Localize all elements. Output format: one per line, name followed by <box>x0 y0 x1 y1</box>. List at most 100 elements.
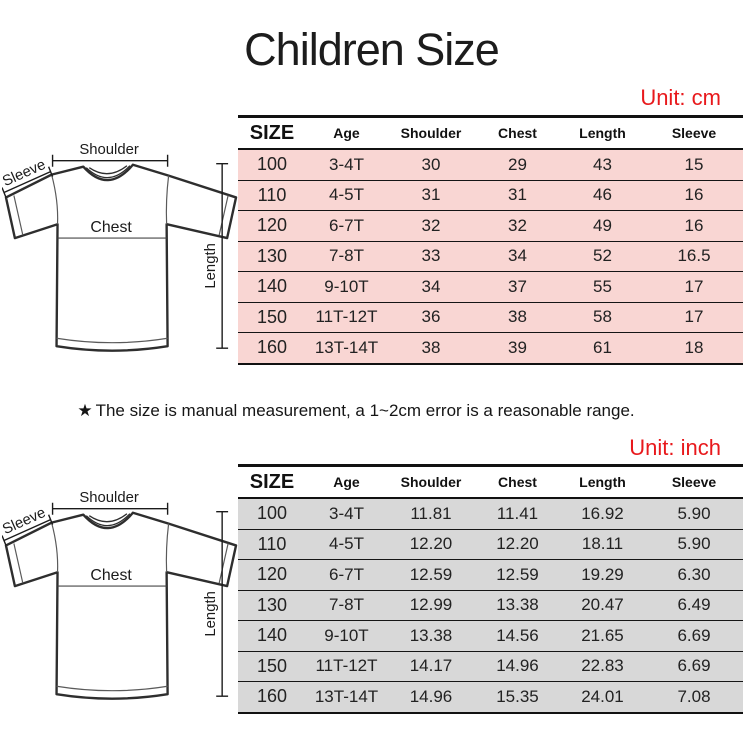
tshirt-measurement-diagram-cm: Shoulder Sleeve Chest Length <box>2 142 238 352</box>
table-cell: 13.38 <box>475 589 560 621</box>
column-header-chest: Chest <box>475 116 560 150</box>
table-cell: 6.69 <box>645 620 743 651</box>
table-cell: 150 <box>238 301 306 333</box>
length-measure-line <box>216 511 229 697</box>
page-title: Children Size <box>244 24 500 75</box>
table-cell: 7.08 <box>645 681 743 713</box>
table-cell: 32 <box>475 210 560 241</box>
table-cell: 36 <box>387 301 475 333</box>
shoulder-label: Shoulder <box>79 490 139 506</box>
unit-label-cm: Unit: cm <box>640 85 721 110</box>
table-cell: 16.5 <box>645 240 743 272</box>
left-sleeve-seam <box>51 174 59 225</box>
table-row: 160 13T-14T 38 39 61 18 <box>238 332 743 364</box>
right-sleeve-seam <box>165 175 170 225</box>
left-cuff-seam <box>13 543 24 584</box>
tshirt-measurement-diagram-inch: Shoulder Sleeve Chest Length <box>2 490 238 700</box>
tshirt-outline <box>4 163 238 352</box>
table-row: 110 4-5T 31 31 46 16 <box>238 179 743 211</box>
column-header-size: SIZE <box>238 116 306 150</box>
table-cell: 14.17 <box>387 650 475 682</box>
length-label: Length <box>203 591 219 636</box>
table-cell: 19.29 <box>560 559 645 590</box>
shoulder-label: Shoulder <box>79 142 139 158</box>
table-cell: 32 <box>387 210 475 241</box>
table-row: 100 3-4T 30 29 43 15 <box>238 148 743 180</box>
table-cell: 150 <box>238 650 306 682</box>
column-header-length: Length <box>560 116 645 150</box>
table-row: 160 13T-14T 14.96 15.35 24.01 7.08 <box>238 681 743 713</box>
shoulder-measure-line <box>51 154 169 167</box>
table-cell: 16 <box>645 210 743 241</box>
table-cell: 130 <box>238 240 306 272</box>
table-row: 150 11T-12T 14.17 14.96 22.83 6.69 <box>238 650 743 682</box>
table-cell: 11.81 <box>387 497 475 529</box>
table-row: 130 7-8T 12.99 13.38 20.47 6.49 <box>238 589 743 621</box>
header-row: SIZE Age Shoulder Chest Length Sleeve <box>238 116 743 150</box>
measurement-note: ★ The size is manual measurement, a 1~2cm… <box>0 401 712 421</box>
table-cell: 39 <box>475 332 560 364</box>
shoulder-measure-line <box>51 502 169 515</box>
table-cell: 30 <box>387 148 475 180</box>
table-cell: 12.20 <box>387 528 475 560</box>
column-header-chest: Chest <box>475 465 560 499</box>
hem-seam <box>56 685 168 692</box>
table-cell: 13T-14T <box>306 332 387 364</box>
table-cell: 160 <box>238 681 306 713</box>
length-measure-line <box>216 163 229 349</box>
table-cell: 29 <box>475 148 560 180</box>
table-cell: 11T-12T <box>306 650 387 682</box>
column-header-sleeve: Sleeve <box>645 465 743 499</box>
table-cell: 17 <box>645 271 743 302</box>
table-cell: 6-7T <box>306 559 387 590</box>
table-cell: 37 <box>475 271 560 302</box>
table-cell: 12.59 <box>475 559 560 590</box>
header-row: SIZE Age Shoulder Chest Length Sleeve <box>238 465 743 499</box>
table-cell: 4-5T <box>306 179 387 211</box>
table-cell: 110 <box>238 528 306 560</box>
chest-label: Chest <box>90 219 132 236</box>
column-header-length: Length <box>560 465 645 499</box>
table-cell: 120 <box>238 210 306 241</box>
collar-seam <box>88 165 128 175</box>
table-cell: 6.30 <box>645 559 743 590</box>
table-cell: 14.96 <box>475 650 560 682</box>
table-cell: 6.49 <box>645 589 743 621</box>
table-cell: 61 <box>560 332 645 364</box>
table-cell: 13T-14T <box>306 681 387 713</box>
right-cuff-seam <box>218 195 229 236</box>
length-label: Length <box>203 243 219 288</box>
table-cell: 4-5T <box>306 528 387 560</box>
table-cell: 140 <box>238 620 306 651</box>
table-cell: 15 <box>645 148 743 180</box>
table-row: 120 6-7T 12.59 12.59 19.29 6.30 <box>238 559 743 590</box>
table-cell: 18.11 <box>560 528 645 560</box>
table-cell: 22.83 <box>560 650 645 682</box>
left-cuff-seam <box>13 195 24 236</box>
table-cell: 100 <box>238 497 306 529</box>
table-cell: 5.90 <box>645 497 743 529</box>
table-cell: 6-7T <box>306 210 387 241</box>
table-cell: 5.90 <box>645 528 743 560</box>
table-cell: 9-10T <box>306 271 387 302</box>
table-row: 140 9-10T 34 37 55 17 <box>238 271 743 302</box>
collar-line <box>85 513 131 527</box>
table-cell: 6.69 <box>645 650 743 682</box>
column-header-size: SIZE <box>238 465 306 499</box>
column-header-age: Age <box>306 116 387 150</box>
table-cell: 110 <box>238 179 306 211</box>
table-row: 130 7-8T 33 34 52 16.5 <box>238 240 743 272</box>
column-header-sleeve: Sleeve <box>645 116 743 150</box>
table-cell: 34 <box>387 271 475 302</box>
right-cuff-seam <box>218 543 229 584</box>
table-cell: 15.35 <box>475 681 560 713</box>
table-cell: 17 <box>645 301 743 333</box>
table-cell: 120 <box>238 559 306 590</box>
table-row: 110 4-5T 12.20 12.20 18.11 5.90 <box>238 528 743 560</box>
table-cell: 16 <box>645 179 743 211</box>
measurement-note-text: The size is manual measurement, a 1~2cm … <box>95 401 635 420</box>
table-cell: 46 <box>560 179 645 211</box>
table-cell: 24.01 <box>560 681 645 713</box>
hem-seam <box>56 337 168 344</box>
